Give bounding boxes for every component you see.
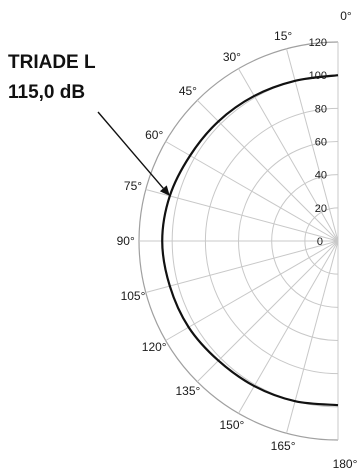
grid-spoke-45 (196, 99, 339, 242)
angle-tick-label-15: 15° (274, 29, 292, 43)
radial-tick-label-100: 100 (309, 70, 327, 82)
response-curve-0 (161, 74, 339, 407)
response-curve-group (161, 74, 339, 407)
radial-tick-label-80: 80 (315, 103, 327, 115)
radial-tick-label-60: 60 (315, 137, 327, 149)
angle-tick-label-30: 30° (223, 50, 241, 64)
annotation-arrowhead (159, 185, 170, 196)
angle-tick-label-180: 180° (333, 457, 358, 471)
radial-tick-label-0: 0 (317, 236, 323, 248)
grid-spoke-150 (238, 240, 339, 414)
angle-tick-label-60: 60° (145, 128, 163, 142)
angle-tick-label-150: 150° (219, 418, 244, 432)
angle-tick-label-120: 120° (142, 340, 167, 354)
radial-tick-label-120: 120 (309, 37, 327, 49)
radial-tick-label-40: 40 (315, 170, 327, 182)
angle-tick-label-90: 90° (117, 234, 135, 248)
annotation: TRIADE L 115,0 dB (8, 52, 170, 196)
angle-tick-label-75: 75° (124, 179, 142, 193)
grid-spoke-75 (145, 189, 339, 242)
annotation-line-2: 115,0 dB (8, 82, 85, 103)
angle-tick-label-135: 135° (175, 384, 200, 398)
grid-spoke-120 (165, 240, 339, 341)
grid-spoke-135 (196, 240, 339, 383)
axis-labels: 0° 15° 30° 45° 60° 75° 90° 105° 120° 135° 150° 165°… (117, 9, 358, 471)
grid-spoke-105 (145, 240, 339, 293)
angle-tick-label-0: 0° (340, 9, 352, 23)
annotation-line-1: TRIADE L (8, 52, 96, 73)
angle-tick-label-105: 105° (121, 289, 146, 303)
grid-spoke-60 (165, 141, 339, 242)
angle-tick-label-165: 165° (271, 439, 296, 453)
grid-spoke-30 (238, 68, 339, 242)
annotation-pointer-line (97, 111, 164, 189)
radial-tick-label-20: 20 (315, 203, 327, 215)
polar-grid (138, 41, 339, 441)
angle-tick-label-45: 45° (179, 84, 197, 98)
